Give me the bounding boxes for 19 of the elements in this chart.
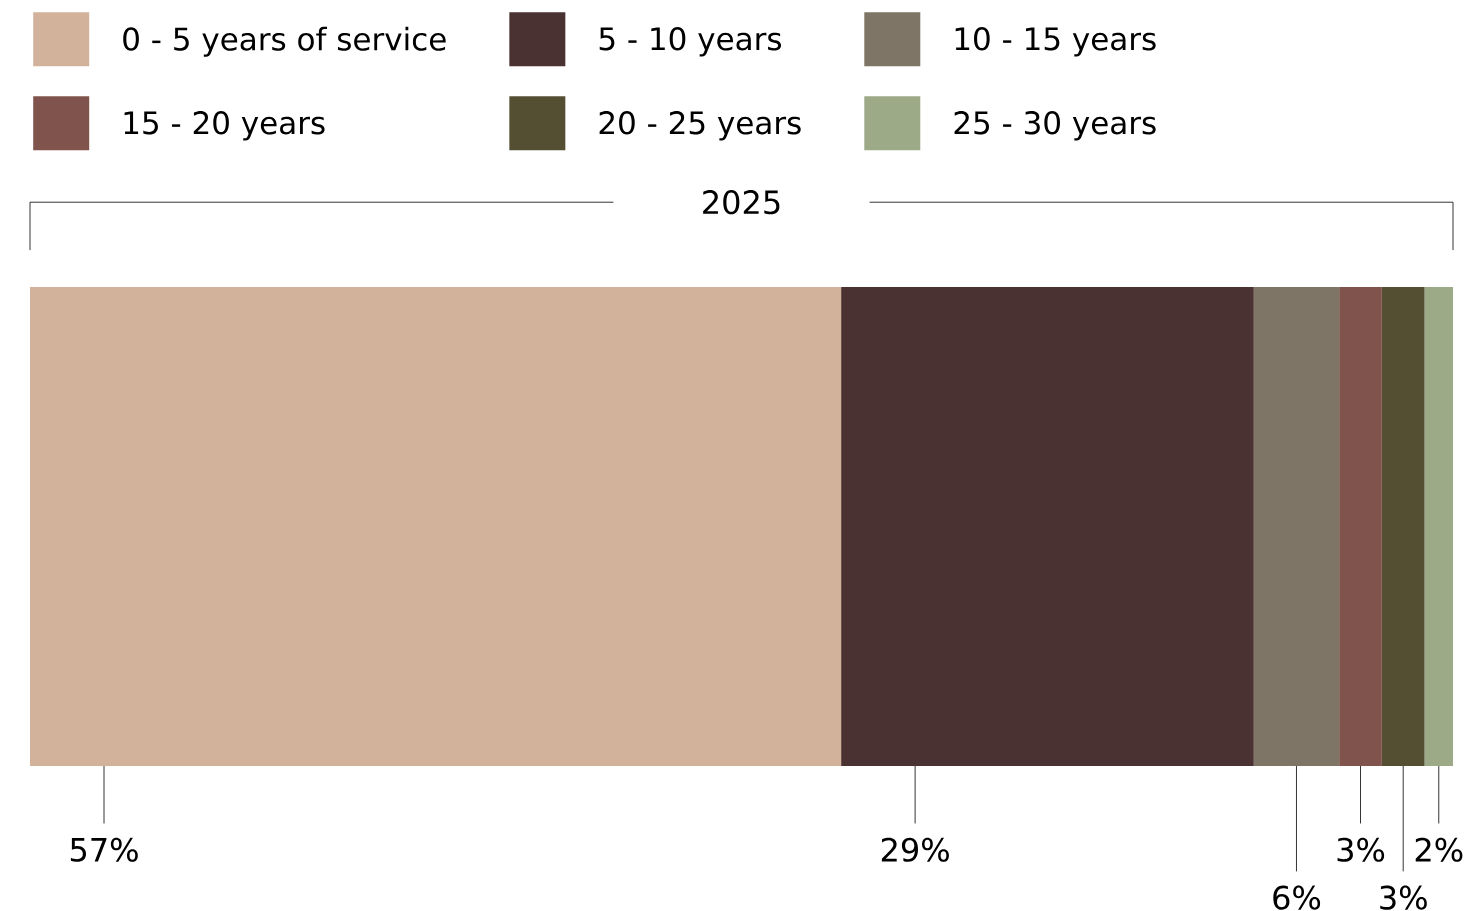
- bar: [1381, 286, 1425, 766]
- data-label: 3%: [1380, 885, 1427, 910]
- data-label: 6%: [1273, 885, 1321, 910]
- bar: [30, 286, 842, 766]
- chart-title: 2025: [703, 190, 780, 215]
- data-label: 57%: [70, 837, 138, 862]
- legend-label: 15 - 20 years: [124, 111, 325, 141]
- legend-label: 25 - 30 years: [954, 111, 1156, 141]
- legend-label: 0 - 5 years of service: [123, 26, 446, 57]
- bar: [1424, 286, 1454, 766]
- legend-label: 20 - 25 years: [599, 111, 801, 141]
- legend-label: 5 - 10 years: [599, 27, 782, 57]
- data-label: 3%: [1337, 837, 1385, 862]
- bar: [1339, 286, 1382, 766]
- legend-label: 10 - 15 years: [955, 27, 1156, 57]
- data-label: 29%: [881, 837, 949, 862]
- bar: [841, 286, 1254, 766]
- bar: [1253, 286, 1340, 766]
- data-label: 2%: [1415, 837, 1463, 862]
